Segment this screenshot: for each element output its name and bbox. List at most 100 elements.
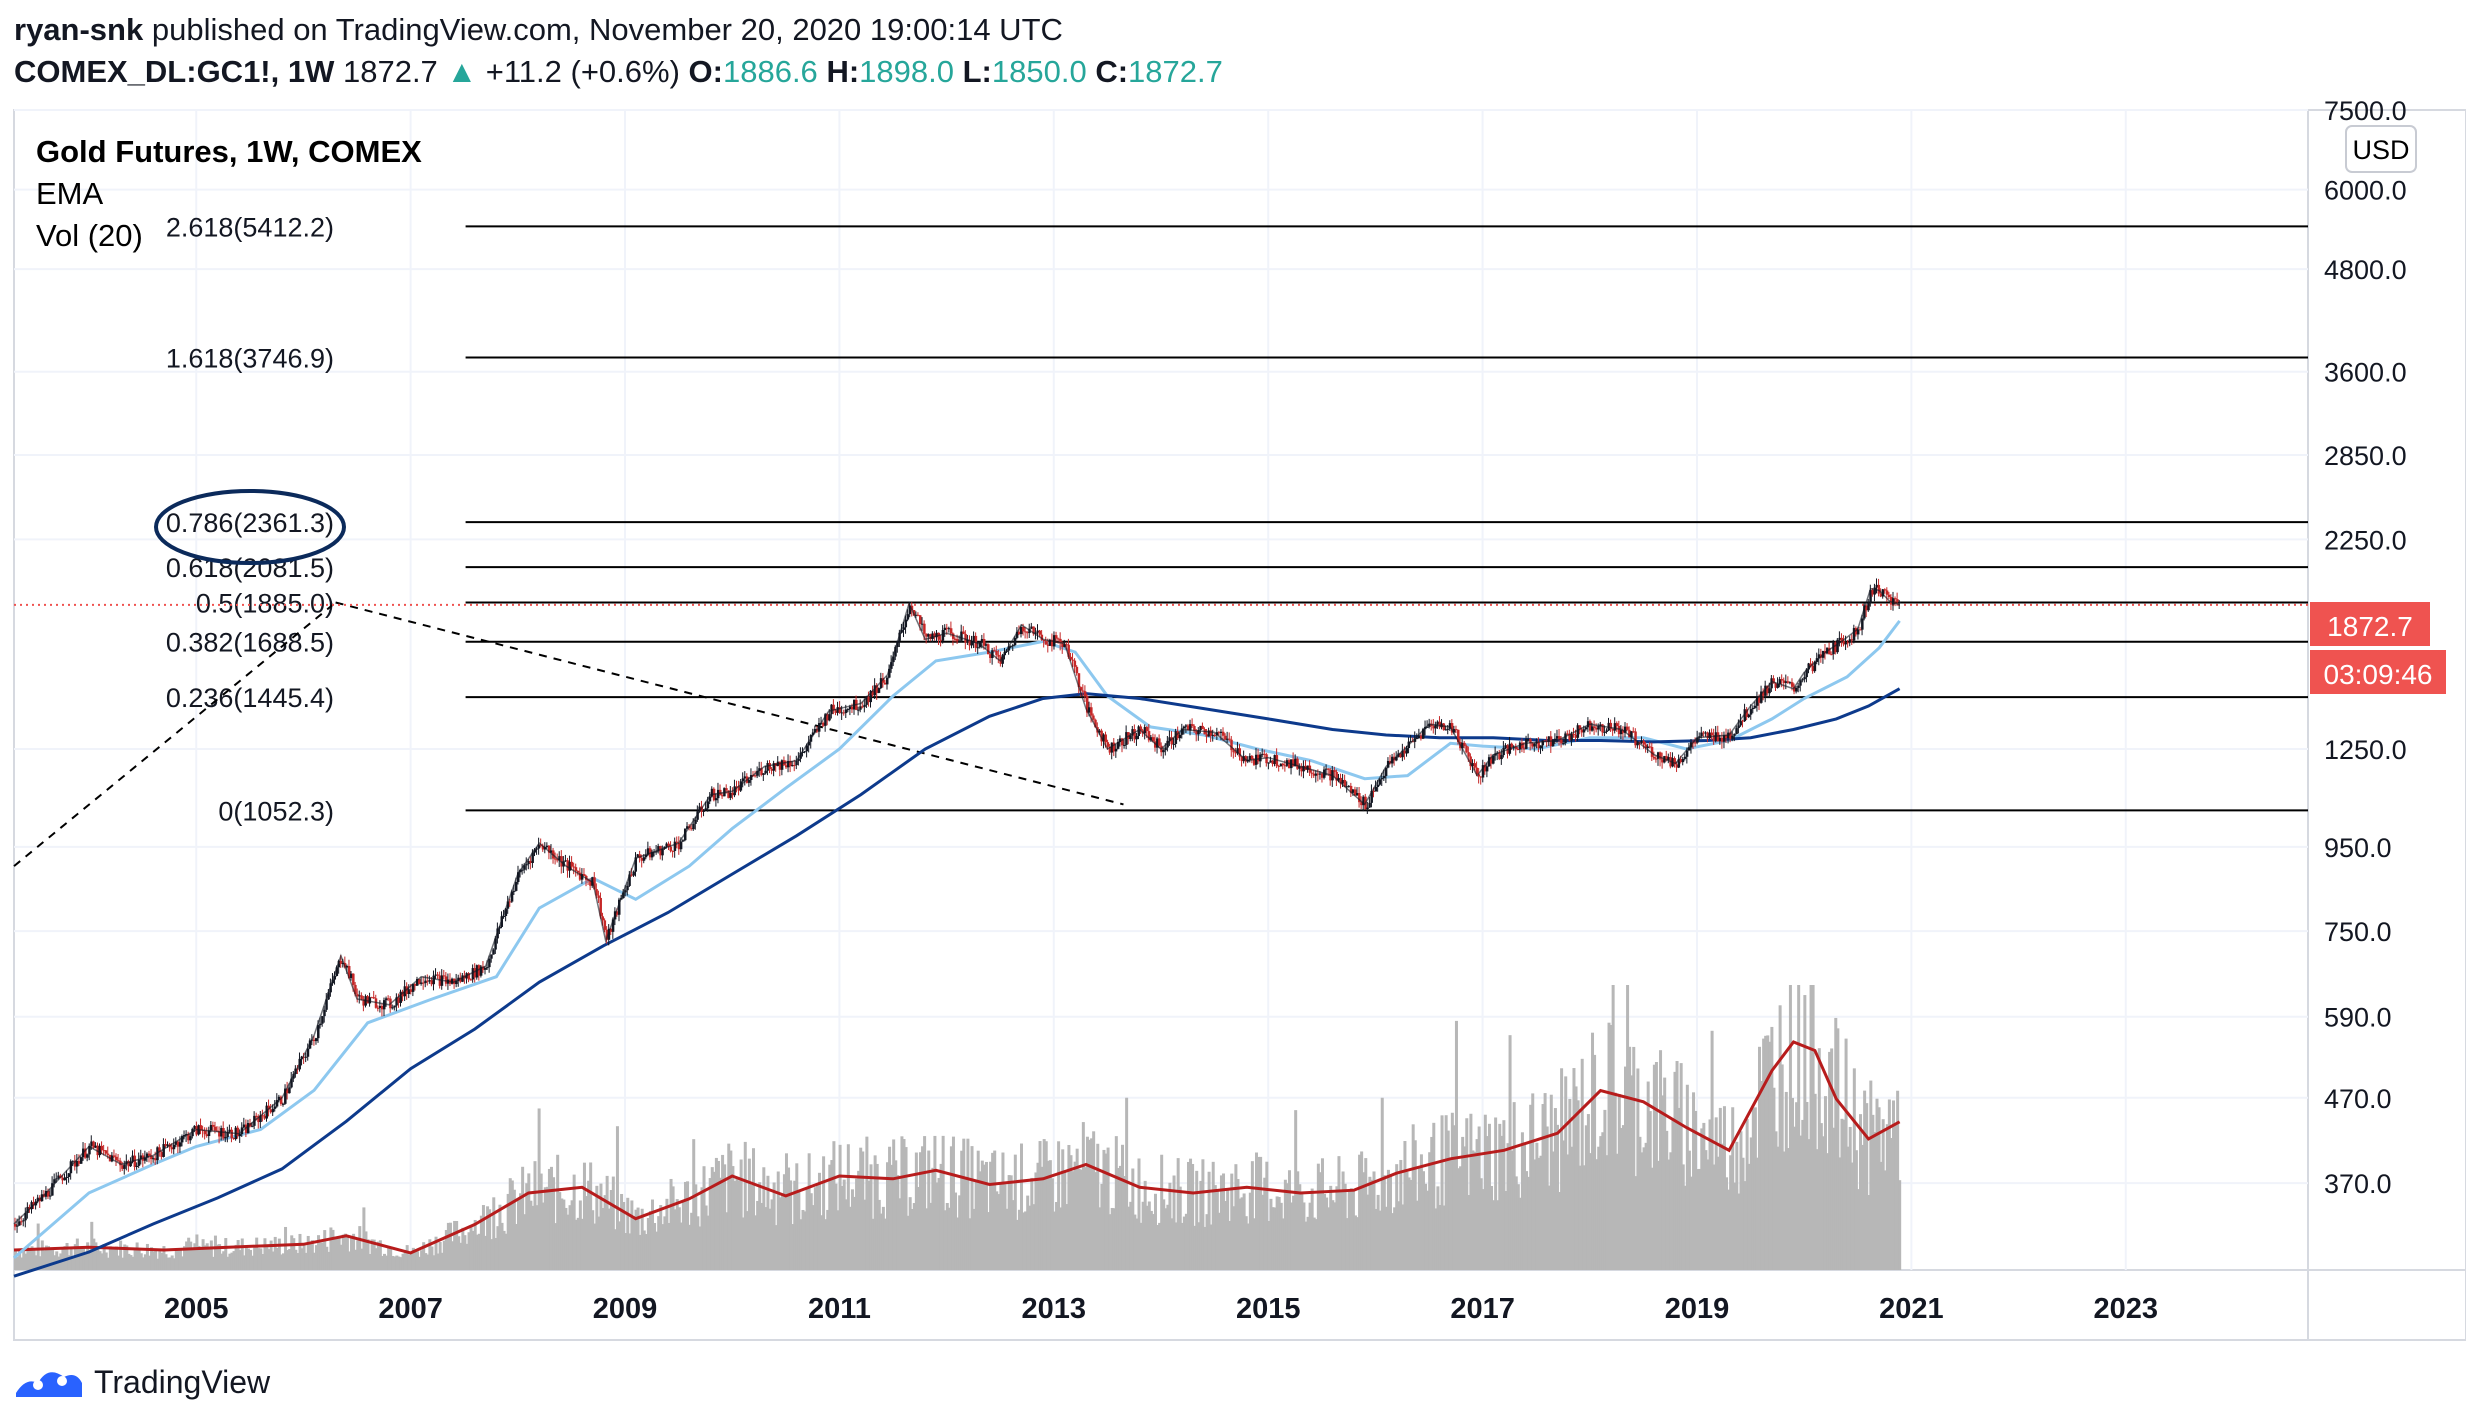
volume-bar xyxy=(995,1191,999,1270)
volume-bar xyxy=(603,1195,607,1270)
volume-bar xyxy=(1135,1218,1139,1270)
volume-bar xyxy=(774,1225,778,1270)
volume-bar xyxy=(1580,1058,1584,1270)
volume-bar xyxy=(112,1248,116,1270)
volume-bar xyxy=(1255,1152,1259,1270)
volume-bar xyxy=(160,1252,164,1270)
volume-bar xyxy=(1362,1172,1366,1270)
volume-bar xyxy=(1795,1102,1799,1270)
candle-body xyxy=(947,628,951,630)
volume-bar xyxy=(1636,1068,1640,1270)
candle-body xyxy=(1793,686,1796,692)
volume-bar xyxy=(63,1246,67,1270)
annotation-ellipse[interactable] xyxy=(154,489,346,565)
volume-bar xyxy=(1846,1146,1850,1270)
candle-body xyxy=(415,979,419,986)
candle-body xyxy=(873,685,877,696)
volume-ma xyxy=(13,1040,1901,1255)
candle-body xyxy=(1894,598,1897,600)
candle-body xyxy=(368,997,372,1004)
candle-body xyxy=(1013,637,1017,646)
price-line xyxy=(13,587,1900,1225)
legend-ema[interactable]: EMA xyxy=(36,176,104,211)
candle-body xyxy=(1090,707,1093,716)
candle-body xyxy=(1300,766,1303,772)
candle-body xyxy=(1584,727,1588,730)
candle-body xyxy=(1718,737,1722,742)
footer-brand[interactable]: TradingView xyxy=(14,1362,270,1402)
candle-body xyxy=(1306,765,1310,770)
candle-body xyxy=(1102,734,1105,742)
volume-bar xyxy=(523,1214,527,1270)
candle-body xyxy=(69,1161,73,1174)
candle-body xyxy=(1772,678,1775,684)
candle-body xyxy=(123,1164,126,1169)
ema-lines xyxy=(13,619,1901,1278)
fib-retracement[interactable]: 2.618(5412.2)1.618(3746.9)0.786(2361.3)0… xyxy=(166,212,2308,826)
candle-body xyxy=(1428,723,1431,727)
volume-bar xyxy=(910,1208,914,1270)
volume-bar xyxy=(1436,1186,1440,1270)
fib-label-2: 0.786(2361.3) xyxy=(166,508,334,538)
candle-body xyxy=(426,980,429,982)
candle-body xyxy=(55,1178,58,1180)
candle-body xyxy=(931,633,934,639)
volume-bar xyxy=(562,1199,566,1270)
volume-bar xyxy=(881,1206,885,1270)
volume-bar xyxy=(150,1247,154,1270)
volume-bar xyxy=(1397,1201,1401,1270)
currency-button[interactable]: USD xyxy=(2345,125,2417,173)
candle-body xyxy=(1846,642,1850,644)
candle-body xyxy=(1778,679,1782,684)
candle-body xyxy=(1341,779,1345,784)
candle-body xyxy=(362,999,365,1006)
volume-bar xyxy=(1044,1141,1048,1270)
candle-body xyxy=(549,850,553,853)
candle-body xyxy=(729,792,732,798)
volume-bar xyxy=(1854,1150,1858,1270)
candle-body xyxy=(1801,679,1804,681)
x-tick-6: 2017 xyxy=(1450,1293,1515,1325)
candle-body xyxy=(1747,714,1751,718)
volume-bar xyxy=(1310,1188,1314,1270)
volume-bar xyxy=(865,1136,869,1270)
volume-bar xyxy=(1275,1196,1279,1270)
volume-bar xyxy=(1751,1108,1755,1270)
volume-bar xyxy=(1271,1207,1275,1270)
author-name[interactable]: ryan-snk xyxy=(14,12,144,47)
volume-bar xyxy=(385,1255,389,1270)
volume-bar xyxy=(580,1218,584,1270)
candle-body xyxy=(918,615,922,625)
trend-lines[interactable] xyxy=(13,601,1124,867)
candle-body xyxy=(269,1109,273,1113)
volume-bar xyxy=(1207,1171,1211,1270)
volume-bar xyxy=(1850,1162,1854,1270)
volume-bar xyxy=(1793,1126,1797,1270)
y-tick-4: 2850.0 xyxy=(2324,441,2407,471)
candle-body xyxy=(383,1000,386,1010)
candle-body xyxy=(115,1156,118,1161)
candle-body xyxy=(1597,725,1600,730)
volume-bar xyxy=(1156,1224,1160,1270)
volume-bar xyxy=(490,1239,494,1270)
volume-bar xyxy=(634,1209,638,1270)
candle-body xyxy=(1094,719,1097,728)
volume-bar xyxy=(976,1150,980,1270)
volume-bar xyxy=(1543,1093,1547,1270)
brand-name: TradingView xyxy=(94,1364,271,1400)
candle-body xyxy=(1248,755,1252,760)
volume-bar xyxy=(941,1135,945,1270)
legend-volume[interactable]: Vol (20) xyxy=(36,218,143,253)
y-tick-7: 950.0 xyxy=(2324,833,2392,863)
volume-bar xyxy=(1424,1183,1428,1270)
volume-bar xyxy=(1180,1222,1184,1270)
volume-bar xyxy=(1807,1139,1811,1270)
candle-body xyxy=(1294,758,1297,767)
volume-bar xyxy=(1182,1216,1186,1270)
candle-body xyxy=(1788,682,1792,684)
candle-body xyxy=(1739,720,1742,726)
candle-body xyxy=(366,996,370,1004)
candle-body xyxy=(1434,724,1437,729)
candle-body xyxy=(1335,771,1338,781)
